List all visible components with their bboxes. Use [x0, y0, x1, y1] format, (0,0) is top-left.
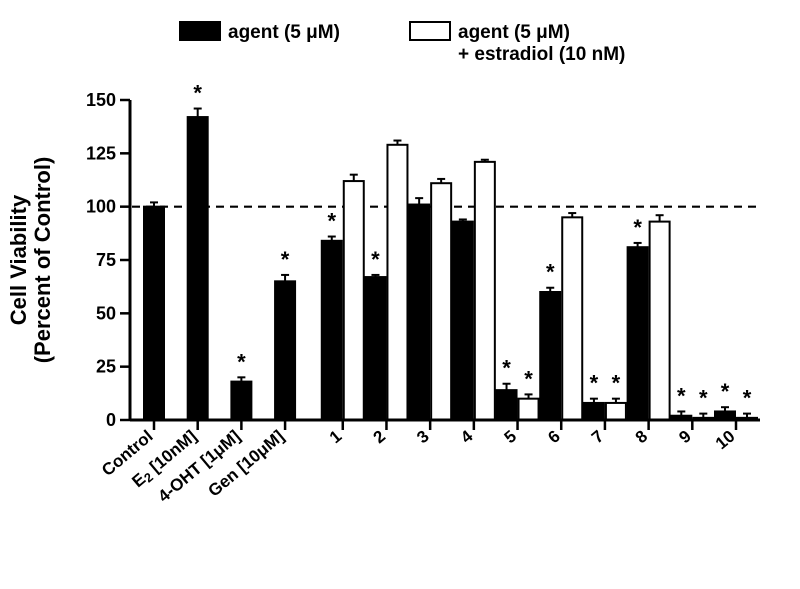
y-tick-label: 75	[96, 250, 116, 270]
bar-agent	[144, 207, 164, 420]
bar-agent-estradiol	[519, 399, 539, 420]
bar-agent-estradiol	[387, 145, 407, 420]
bar-agent	[453, 222, 473, 420]
bar-agent-estradiol	[431, 183, 451, 420]
bar-agent	[497, 390, 517, 420]
significance-star: *	[193, 81, 202, 106]
cell-viability-chart: 0255075100125150Cell Viability(Percent o…	[0, 0, 800, 589]
legend-swatch-agent-estradiol	[410, 22, 450, 40]
significance-star: *	[524, 366, 533, 391]
significance-star: *	[633, 215, 642, 240]
legend-label: agent (5 μM)	[228, 22, 340, 43]
y-tick-label: 25	[96, 357, 116, 377]
y-tick-label: 100	[86, 197, 116, 217]
y-tick-label: 150	[86, 90, 116, 110]
significance-star: *	[743, 386, 752, 411]
y-tick-label: 125	[86, 143, 116, 163]
significance-star: *	[612, 371, 621, 396]
bar-agent	[231, 382, 251, 420]
significance-star: *	[237, 349, 246, 374]
chart-svg: 0255075100125150Cell Viability(Percent o…	[0, 0, 800, 589]
bar-agent-estradiol	[475, 162, 495, 420]
y-tick-label: 0	[106, 410, 116, 430]
bar-agent	[275, 281, 295, 420]
significance-star: *	[371, 247, 380, 272]
significance-star: *	[502, 356, 511, 381]
bar-agent	[409, 205, 429, 420]
legend-label: + estradiol (10 nM)	[458, 44, 625, 65]
bar-agent-estradiol	[344, 181, 364, 420]
y-tick-label: 50	[96, 303, 116, 323]
bar-agent	[188, 117, 208, 420]
legend-label: agent (5 μM)	[458, 22, 570, 43]
bar-agent	[584, 403, 604, 420]
significance-star: *	[327, 209, 336, 234]
bar-agent-estradiol	[562, 217, 582, 420]
bar-agent	[322, 241, 342, 420]
bar-agent	[628, 247, 648, 420]
bar-agent-estradiol	[650, 222, 670, 420]
significance-star: *	[590, 371, 599, 396]
bar-agent	[365, 277, 385, 420]
significance-star: *	[281, 247, 290, 272]
significance-star: *	[546, 260, 555, 285]
legend-swatch-agent	[180, 22, 220, 40]
bar-agent-estradiol	[606, 403, 626, 420]
bar-agent	[540, 292, 560, 420]
significance-star: *	[677, 383, 686, 408]
significance-star: *	[699, 386, 708, 411]
significance-star: *	[721, 379, 730, 404]
